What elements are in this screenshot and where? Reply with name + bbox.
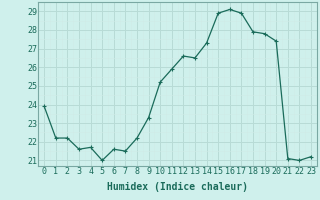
X-axis label: Humidex (Indice chaleur): Humidex (Indice chaleur) <box>107 182 248 192</box>
